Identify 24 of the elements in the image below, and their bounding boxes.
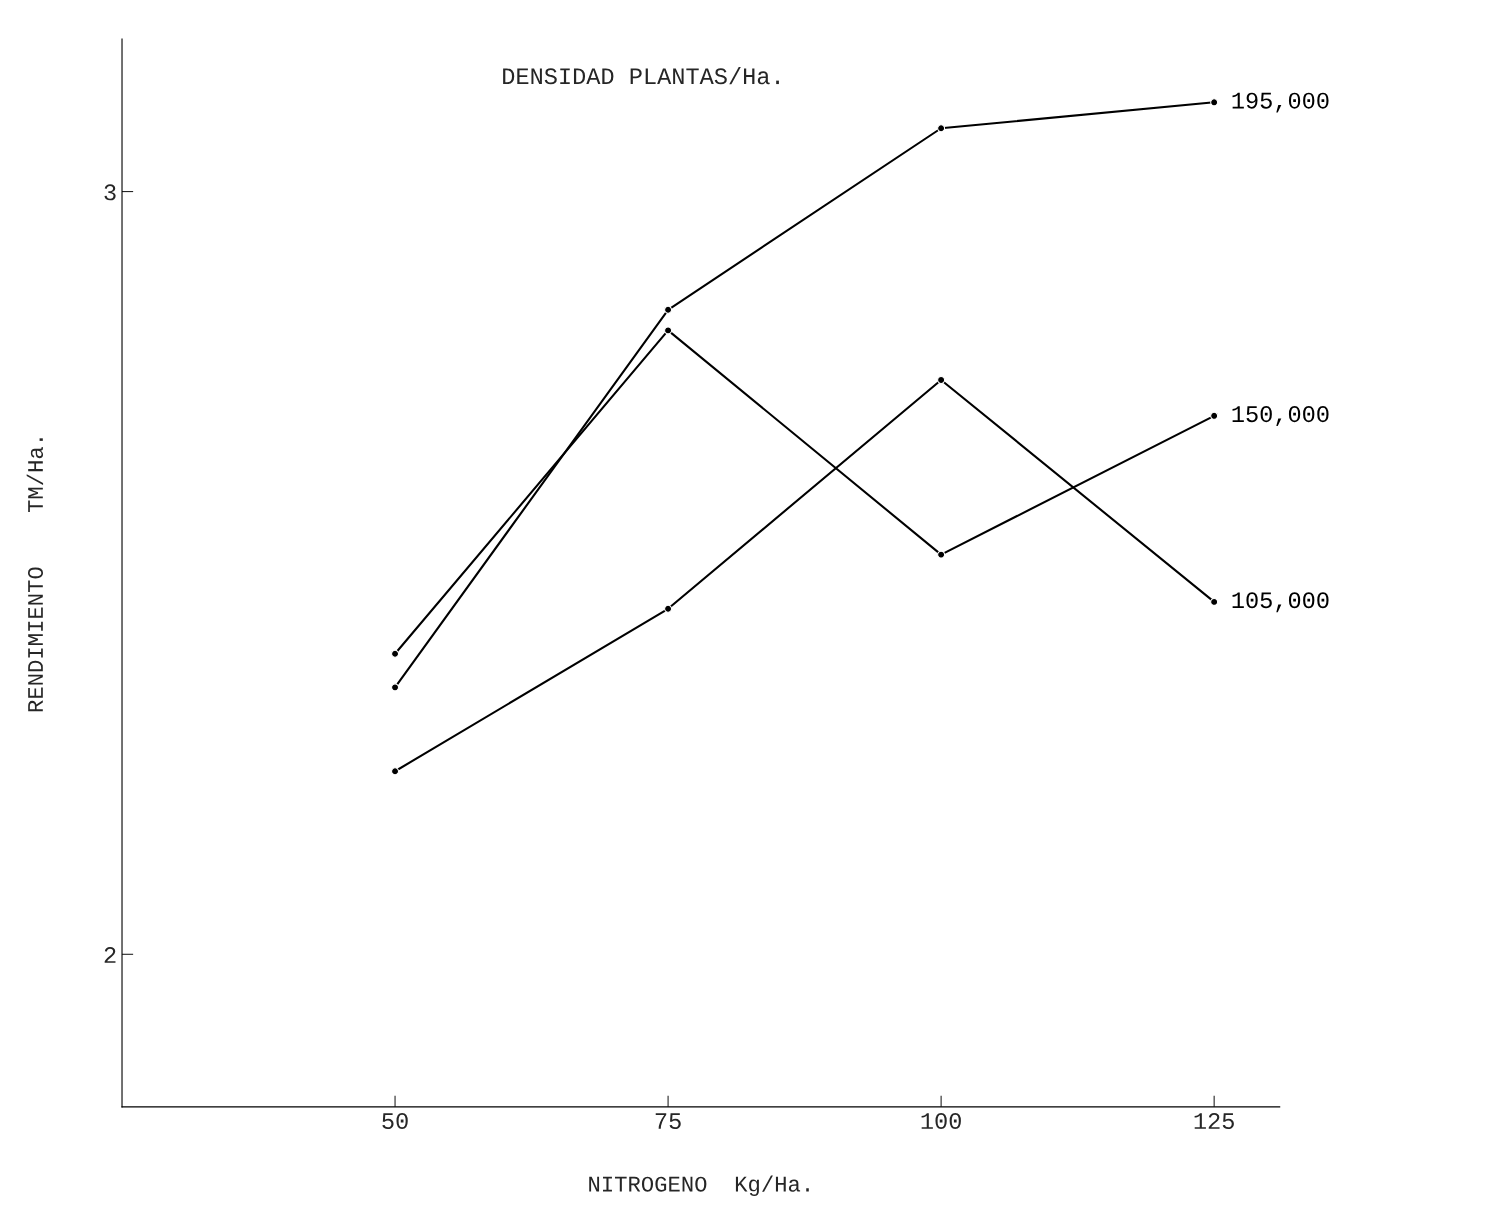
point [1210, 411, 1219, 420]
point [664, 326, 673, 335]
x-tick-label: 75 [655, 1113, 681, 1130]
x-tick-label: 100 [921, 1113, 961, 1130]
point [937, 550, 946, 559]
point [1210, 597, 1219, 606]
x-tick-label: 50 [382, 1113, 408, 1130]
series-label: 105,000 [1232, 592, 1329, 613]
point [937, 124, 946, 133]
point [391, 767, 400, 776]
y-axis-title: RENDIMIENTO TM/Ha. [26, 438, 44, 712]
point [391, 649, 400, 658]
point [664, 305, 673, 314]
point [937, 375, 946, 384]
y-tick-label: 3 [104, 184, 116, 201]
x-tick-label: 125 [1194, 1113, 1234, 1130]
y-tick-label: 2 [104, 947, 116, 963]
series-label: 195,000 [1232, 92, 1329, 113]
point [391, 683, 400, 692]
text: DENSIDAD PLANTAS/Ha. [503, 66, 779, 85]
point [1210, 98, 1219, 107]
series-label: 150,000 [1232, 406, 1329, 427]
x-axis-title: NITROGENO Kg/Ha. [589, 1175, 809, 1197]
point [664, 604, 673, 613]
